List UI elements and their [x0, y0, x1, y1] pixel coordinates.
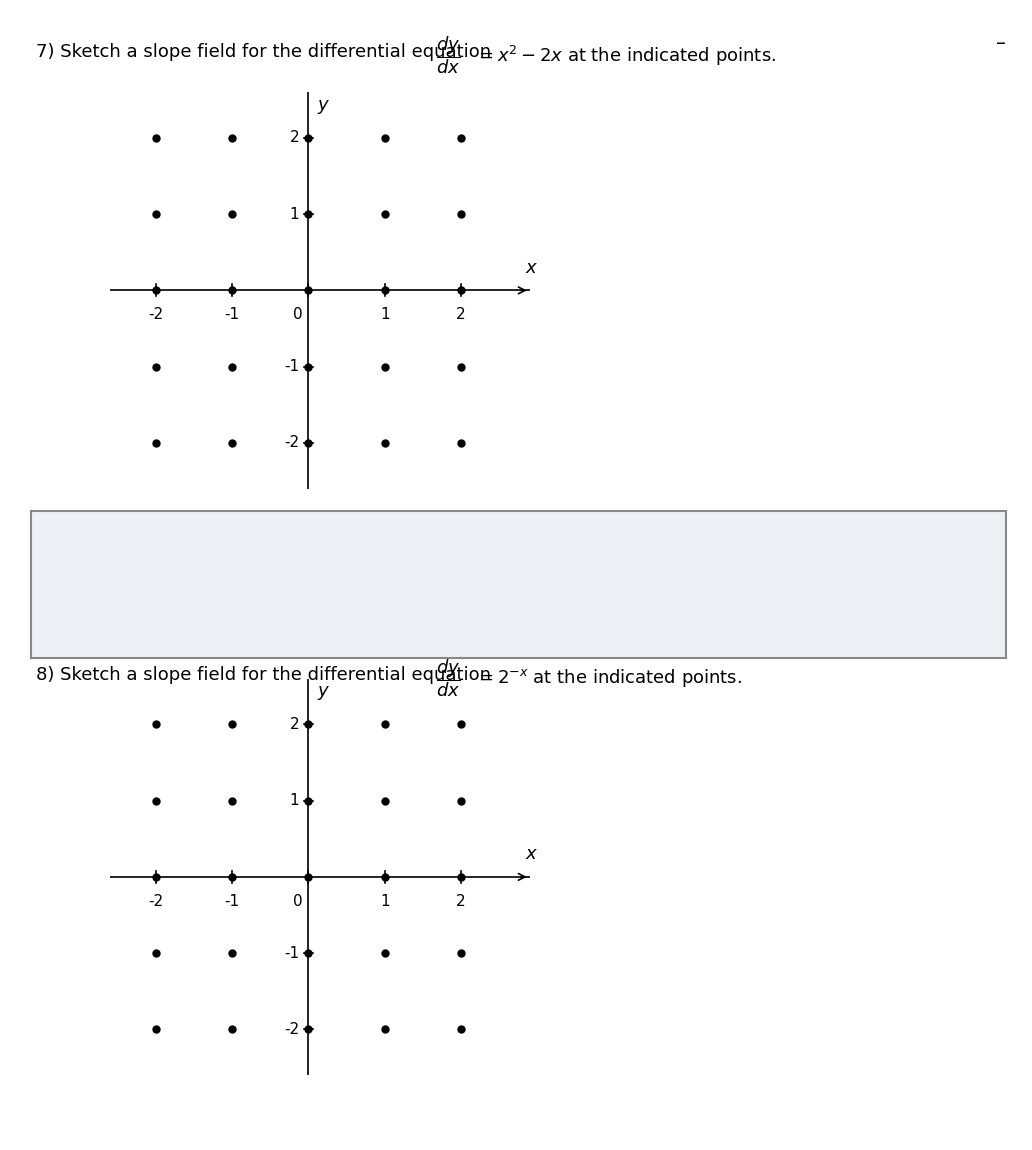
- Text: -1: -1: [284, 359, 299, 374]
- Text: –: –: [996, 34, 1006, 54]
- Text: $\dfrac{dy}{dx}$: $\dfrac{dy}{dx}$: [436, 658, 460, 699]
- Text: -2: -2: [284, 436, 299, 451]
- Text: 2: 2: [290, 130, 299, 145]
- Text: $= 2^{-x}$ at the indicated points.: $= 2^{-x}$ at the indicated points.: [475, 667, 742, 689]
- Text: 2: 2: [456, 307, 465, 322]
- Text: 1: 1: [380, 894, 390, 909]
- Text: -2: -2: [284, 1022, 299, 1037]
- Text: $= x^2 - 2x$ at the indicated points.: $= x^2 - 2x$ at the indicated points.: [475, 44, 776, 68]
- Text: 7) Sketch a slope field for the differential equation: 7) Sketch a slope field for the differen…: [36, 43, 491, 61]
- Text: 1: 1: [380, 307, 390, 322]
- Text: -1: -1: [225, 307, 239, 322]
- Text: 0: 0: [293, 307, 302, 322]
- Text: -1: -1: [284, 945, 299, 960]
- Text: -2: -2: [149, 307, 163, 322]
- Text: y: y: [318, 95, 328, 114]
- Text: -1: -1: [225, 894, 239, 909]
- Text: 1: 1: [290, 793, 299, 808]
- Text: 0: 0: [293, 894, 302, 909]
- Text: 2: 2: [290, 716, 299, 731]
- Text: $\dfrac{dy}{dx}$: $\dfrac{dy}{dx}$: [436, 34, 460, 76]
- Text: 1: 1: [290, 207, 299, 222]
- Text: y: y: [318, 682, 328, 700]
- Text: -2: -2: [149, 894, 163, 909]
- Text: 2: 2: [456, 894, 465, 909]
- Text: x: x: [526, 259, 537, 277]
- Text: x: x: [526, 845, 537, 864]
- Text: 8) Sketch a slope field for the differential equation: 8) Sketch a slope field for the differen…: [36, 666, 491, 684]
